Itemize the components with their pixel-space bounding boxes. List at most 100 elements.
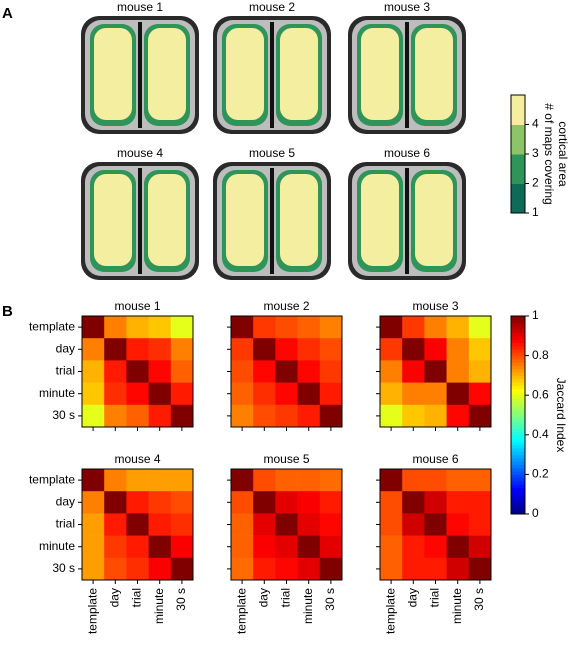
- heatmap-cell: [170, 491, 194, 514]
- heatmap-cell: [170, 469, 194, 492]
- heatmap-cell: [148, 535, 172, 559]
- colorbar-swatch: [511, 118, 525, 122]
- heatmap-cell: [148, 557, 172, 581]
- x-tick-label: 30 s: [174, 588, 188, 611]
- heatmap-cell: [424, 557, 447, 581]
- colorbar-swatch: [511, 441, 525, 446]
- colorbar-swatch: [511, 193, 525, 196]
- heatmap-cell: [275, 404, 298, 428]
- heatmap-cell: [126, 535, 149, 559]
- heatmap-cell: [231, 513, 254, 536]
- colorbar-swatch: [511, 116, 525, 120]
- heatmap-cell: [275, 316, 298, 339]
- colorbar-swatch: [511, 471, 525, 475]
- colorbar-tick-label: 0.4: [532, 427, 549, 441]
- colorbar-swatch: [511, 342, 525, 347]
- colorbar-swatch: [511, 209, 525, 212]
- panel-title: mouse 5: [249, 146, 295, 160]
- heatmap-cell: [402, 535, 425, 559]
- colorbar-swatch: [511, 467, 525, 472]
- heatmap-cell: [126, 557, 149, 581]
- hemisphere-cover: [280, 174, 318, 266]
- heatmap-cell: [424, 404, 447, 428]
- colorbar-swatch: [511, 167, 525, 171]
- heatmap-cell: [297, 535, 321, 559]
- colorbar-swatch: [511, 395, 525, 399]
- heatmap-cell: [380, 404, 403, 428]
- colorbar-swatch: [511, 175, 525, 179]
- heatmap-cell: [126, 469, 149, 492]
- colorbar-swatch: [511, 490, 525, 495]
- x-tick-label: day: [256, 588, 270, 607]
- colorbar-swatch: [511, 418, 525, 423]
- heatmap-cell: [297, 404, 321, 428]
- panel-label: A: [2, 5, 13, 22]
- colorbar-swatch: [511, 438, 525, 442]
- colorbar-tick-label: 1: [532, 308, 539, 322]
- colorbar-swatch: [511, 500, 525, 505]
- y-tick-label: trial: [56, 364, 75, 378]
- heatmap-cell: [148, 360, 172, 383]
- heatmap-cell: [468, 360, 492, 383]
- heatmap-cell: [402, 404, 425, 428]
- hemisphere-cover: [415, 174, 453, 266]
- colorbar-tick-label: 1: [532, 205, 539, 219]
- heatmap-cell: [82, 535, 105, 559]
- heatmap-cell: [170, 557, 194, 581]
- colorbar-swatch: [511, 448, 525, 452]
- colorbar-swatch: [511, 349, 525, 353]
- colorbar-swatch: [511, 504, 525, 508]
- colorbar-swatch: [511, 112, 525, 116]
- x-tick-label: day: [107, 588, 121, 607]
- colorbar-swatch: [511, 382, 525, 386]
- colorbar-swatch: [511, 185, 525, 188]
- heatmap-cell: [253, 469, 276, 492]
- heatmap-cell: [297, 469, 321, 492]
- y-tick-label: day: [56, 341, 75, 355]
- colorbar-swatch: [511, 189, 525, 192]
- colorbar-swatch: [511, 428, 525, 432]
- colorbar-swatch: [511, 95, 525, 98]
- x-tick-label: trial: [130, 588, 144, 607]
- heatmap-cell: [402, 491, 425, 514]
- colorbar-swatch: [511, 474, 525, 479]
- x-tick-label: template: [85, 588, 99, 634]
- heatmap-cell: [126, 491, 149, 514]
- x-tick-label: template: [234, 588, 248, 634]
- colorbar-frame: [510, 315, 526, 515]
- colorbar-swatch: [511, 197, 525, 200]
- heatmap-cell: [170, 404, 194, 428]
- colorbar-swatch: [511, 106, 525, 110]
- colorbar-swatch: [511, 146, 525, 149]
- colorbar-swatch: [511, 96, 525, 100]
- heatmap-cell: [148, 338, 172, 361]
- heatmap-cell: [468, 557, 492, 581]
- heatmap-cell: [319, 404, 343, 428]
- heatmap-cell: [231, 316, 254, 339]
- colorbar-swatch: [511, 144, 525, 147]
- heatmap-cell: [253, 557, 276, 581]
- heatmap-cell: [402, 513, 425, 536]
- heatmap-cell: [319, 360, 343, 383]
- heatmap-cell: [402, 382, 425, 406]
- heatmap-cell: [446, 338, 470, 361]
- heatmap-cell: [297, 491, 321, 514]
- heatmap-cell: [275, 491, 298, 514]
- colorbar-swatch: [511, 494, 525, 498]
- heatmap-cell: [402, 338, 425, 361]
- heatmap-cell: [275, 338, 298, 361]
- colorbar-swatch: [511, 510, 525, 515]
- heatmap-cell: [82, 360, 105, 383]
- heatmap-cell: [402, 469, 425, 492]
- colorbar-swatch: [511, 484, 525, 489]
- colorbar-swatch: [511, 104, 525, 108]
- panel-title: mouse 5: [263, 452, 309, 466]
- heatmap-cell: [402, 316, 425, 339]
- heatmap-cell: [319, 469, 343, 492]
- heatmap-cell: [446, 316, 470, 339]
- heatmap-cell: [126, 338, 149, 361]
- heatmap-cell: [82, 469, 105, 492]
- heatmap-cell: [402, 360, 425, 383]
- colorbar-swatch: [511, 375, 525, 380]
